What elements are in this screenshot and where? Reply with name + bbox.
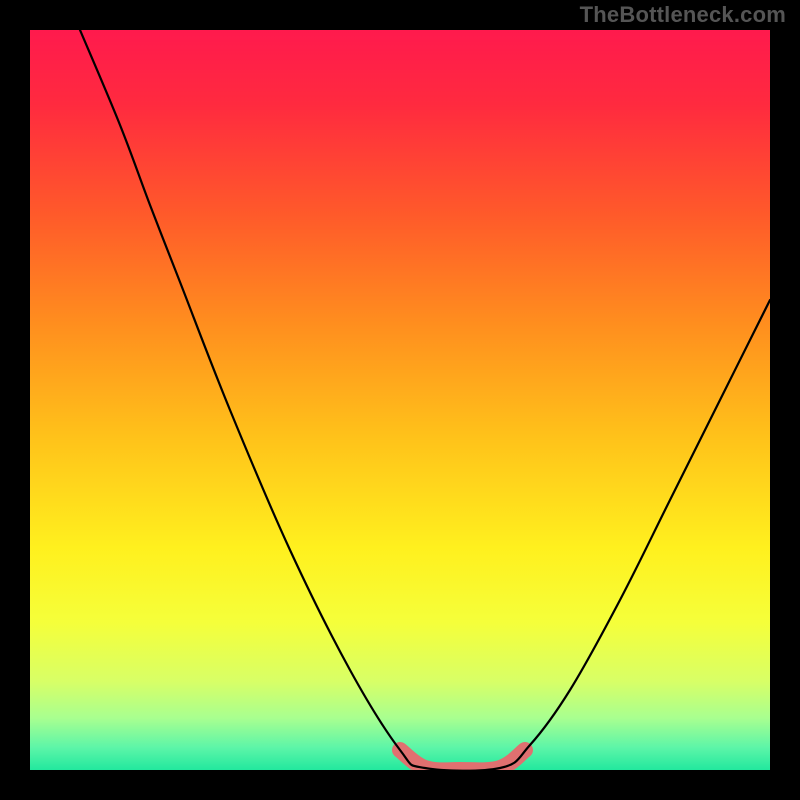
bottleneck-v-chart (0, 0, 800, 800)
plot-background (30, 30, 770, 770)
chart-container: TheBottleneck.com (0, 0, 800, 800)
